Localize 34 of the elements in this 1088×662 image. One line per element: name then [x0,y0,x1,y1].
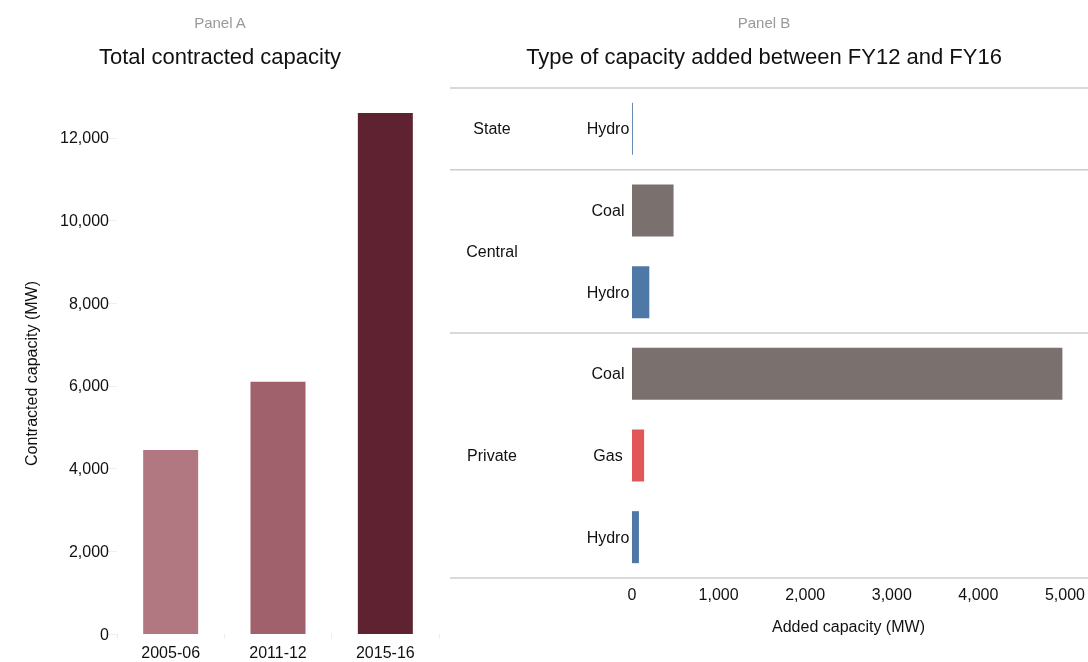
chart-subtitle: Panel A [194,14,246,31]
bar [143,450,199,634]
chart-subtitle: Panel B [737,14,791,31]
chart-title: Type of capacity added between FY12 and FY16 [526,43,1002,69]
chart-title: Total contracted capacity [98,43,342,69]
x-tick-label: 2015-16 [355,643,415,661]
x-tick-label: 5,000 [1044,585,1086,603]
y-tick-label: 8,000 [68,294,110,312]
x-tick-label: 4,000 [958,585,999,603]
y-tick-label: Coal [591,202,625,219]
y-tick-label: Hydro [586,120,630,138]
text: Private [467,447,517,464]
y-tick-label: 6,000 [68,377,110,395]
y-tick-label: Hydro [586,283,630,301]
x-axis-title: Added capacity (MW) [772,617,925,635]
y-tick-label: Gas [593,447,623,464]
text: State [473,120,511,138]
x-tick-label: 2011-12 [249,643,307,661]
x-tick-label: 1,000 [698,585,739,603]
y-tick-label: 10,000 [60,212,110,230]
x-tick-label: 2005-06 [141,643,201,661]
text: Central [466,242,518,260]
y-tick-label: 0 [100,625,110,643]
x-tick-label: 3,000 [871,585,912,603]
y-axis-title: Contracted capacity (MW) [22,281,40,466]
x-tick-label: 2,000 [785,585,826,603]
bar [357,113,413,634]
y-tick-label: Hydro [586,528,630,546]
y-tick-label: 2,000 [68,542,110,560]
y-tick-label: 4,000 [68,460,110,478]
bar [632,429,645,482]
bar [250,381,306,634]
y-tick-label: Coal [591,365,625,383]
y-tick-label: 12,000 [60,129,110,147]
